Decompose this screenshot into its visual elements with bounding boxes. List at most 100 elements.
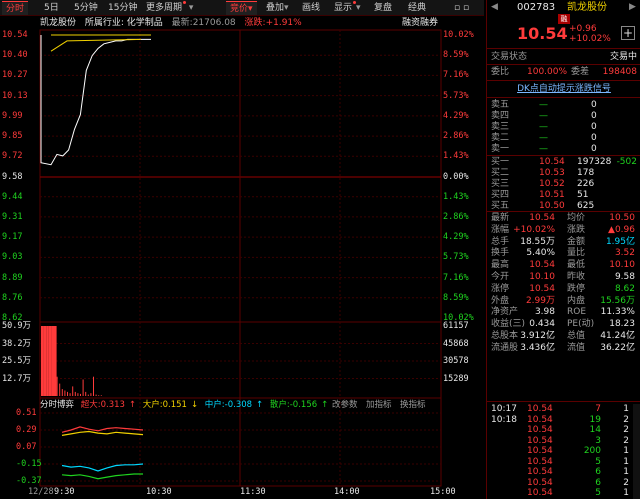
stat-label: 金额 xyxy=(567,236,586,247)
time-label-1030: 10:30 xyxy=(146,487,172,497)
tick-price: 10.54 xyxy=(527,456,553,467)
margin-trading-link[interactable]: 融资融券 xyxy=(402,18,439,28)
stat-value: 10.54 xyxy=(529,283,555,294)
stat-label: 涨幅 xyxy=(491,224,510,235)
percent-tick-label: 5.73% xyxy=(443,252,469,263)
bid-price: 10.50 xyxy=(539,201,565,211)
tab-classic[interactable]: 经典 xyxy=(408,3,427,13)
price-tick-label: 9.31 xyxy=(2,211,23,222)
ask-volume: 0 xyxy=(591,133,597,143)
indicator-tab-game[interactable]: 分时博弈 xyxy=(40,400,75,410)
stat-row: 最高 10.54 最低 10.10 xyxy=(487,260,640,271)
bid-volume: 178 xyxy=(577,168,595,178)
tab-display[interactable]: 显示 ▾ xyxy=(330,1,365,15)
window-controls[interactable]: ▫ ▫ xyxy=(450,1,473,15)
stat-value: 1.95亿 xyxy=(605,236,635,247)
tick-scrollbar[interactable] xyxy=(633,404,640,499)
volume-tick-label: 15289 xyxy=(443,373,469,384)
switch-indicator-button[interactable]: 换指标 xyxy=(400,400,426,410)
bid-diff-label: 委差 xyxy=(571,67,590,77)
tick-volume: 19 xyxy=(589,414,601,425)
trade-status-value: 交易中 xyxy=(609,52,637,62)
stat-value: 2.99万 xyxy=(525,295,555,306)
ask-row: 卖三 — 0 xyxy=(487,122,640,133)
tick-price: 10.54 xyxy=(527,404,553,414)
bid-volume: 197328 xyxy=(577,157,612,167)
add-watchlist-button[interactable]: + xyxy=(621,26,635,40)
bid-volume: 51 xyxy=(577,190,589,200)
stat-row: 总手 18.55万 金额 1.95亿 xyxy=(487,237,640,248)
percent-tick-label: 2.86% xyxy=(443,131,469,142)
tab-5min[interactable]: 5分钟 xyxy=(74,3,98,13)
minimize-icon[interactable]: ▫ xyxy=(454,3,461,13)
volume-tick-label: 61157 xyxy=(443,321,469,331)
stat-row: 外盘 2.99万 内盘 15.56万 xyxy=(487,296,640,307)
more-periods-label: 更多周期 xyxy=(146,3,183,13)
stat-value: +10.02% xyxy=(513,224,555,235)
time-label-date: 12/28 xyxy=(28,487,54,497)
percent-tick-label: 10.02% xyxy=(443,313,474,323)
edit-params-button[interactable]: 改参数 xyxy=(332,400,358,410)
bid-ratio-row: 委比 100.00% 委差 198408 xyxy=(487,67,640,78)
stat-label: ROE xyxy=(567,307,587,318)
tick-row: 10.54 3 2 xyxy=(487,436,640,447)
bid-row: 买四 10.51 51 xyxy=(487,190,640,201)
tick-volume: 6 xyxy=(595,477,601,488)
tab-overlay[interactable]: 叠加▾ xyxy=(262,1,293,15)
indicator-tick-label: 0.29 xyxy=(16,425,37,435)
volume-bar xyxy=(59,383,61,396)
tab-draw[interactable]: 画线 xyxy=(302,3,321,13)
stat-row: 涨幅 +10.02% 涨跌 ▲0.96 xyxy=(487,225,640,236)
tab-auction[interactable]: 竞价▾ xyxy=(226,1,257,15)
maximize-icon[interactable]: ▫ xyxy=(462,3,470,13)
time-label-930: 9:30 xyxy=(54,487,75,497)
volume-bar xyxy=(93,376,94,396)
volume-bar xyxy=(56,376,58,396)
volume-bars xyxy=(41,326,102,396)
percent-tick-label: 4.29% xyxy=(443,232,469,243)
bid-row: 买五 10.50 625 xyxy=(487,201,640,212)
stat-label: 换手 xyxy=(491,248,510,259)
volume-bar xyxy=(48,326,52,396)
tab-replay[interactable]: 复盘 xyxy=(374,3,393,13)
bid-row: 买一 10.54 197328 -502 xyxy=(487,157,640,168)
volume-tick-label: 30578 xyxy=(443,356,469,366)
avg-price-curve xyxy=(50,38,142,52)
back-arrow-icon[interactable]: ◀ xyxy=(491,2,498,12)
volume-tick-label: 45868 xyxy=(443,338,469,349)
dk-signal-link[interactable]: DK点自动提示涨跌信号 xyxy=(517,84,611,94)
stat-label: 量比 xyxy=(567,248,586,259)
stat-label: 外盘 xyxy=(491,295,510,306)
bid-row: 买二 10.53 178 xyxy=(487,168,640,179)
tab-more-periods[interactable]: 更多周期 ▾ xyxy=(142,1,197,15)
volume-bar xyxy=(69,393,71,396)
index-change: 涨跌:+1.91% xyxy=(244,18,302,28)
ask-price: — xyxy=(539,111,548,121)
tab-intraday[interactable]: 分时 xyxy=(2,1,29,15)
volume-bar xyxy=(90,393,92,396)
stat-value: 8.62 xyxy=(614,283,635,294)
volume-bar xyxy=(51,326,54,396)
bid-label: 买三 xyxy=(491,179,510,189)
stat-row: 换手 5.40% 量比 3.52 xyxy=(487,248,640,259)
ask-label: 卖一 xyxy=(491,144,510,154)
indicator-tick-label: 0.07 xyxy=(16,442,37,452)
chevron-down-icon: ▾ xyxy=(284,3,289,13)
tick-time: 10:18 xyxy=(491,414,517,425)
forward-arrow-icon[interactable]: ▶ xyxy=(629,2,636,12)
tab-15min[interactable]: 15分钟 xyxy=(108,3,138,13)
percent-tick-label: 8.59% xyxy=(443,50,469,61)
percent-tick-label: 5.73% xyxy=(443,90,469,101)
tick-count: 1 xyxy=(623,456,629,467)
tick-row: 10.54 200 1 xyxy=(487,446,640,457)
tick-price: 10.54 xyxy=(527,414,553,425)
tab-5day[interactable]: 5日 xyxy=(44,3,59,13)
tick-row: 10:18 10.54 19 2 xyxy=(487,415,640,426)
ask-price: — xyxy=(539,122,548,132)
ask-label: 卖四 xyxy=(491,111,510,121)
stock-title: 凯龙股份 xyxy=(567,2,607,13)
add-indicator-button[interactable]: 加指标 xyxy=(366,400,392,410)
period-toolbar: 分时 5日 5分钟 15分钟 更多周期 ▾ 竞价▾ 叠加▾ 画线 显示 ▾ 复盘 … xyxy=(0,0,484,16)
tick-count: 2 xyxy=(623,425,629,435)
arrow-up-icon: ↑ xyxy=(321,400,329,410)
